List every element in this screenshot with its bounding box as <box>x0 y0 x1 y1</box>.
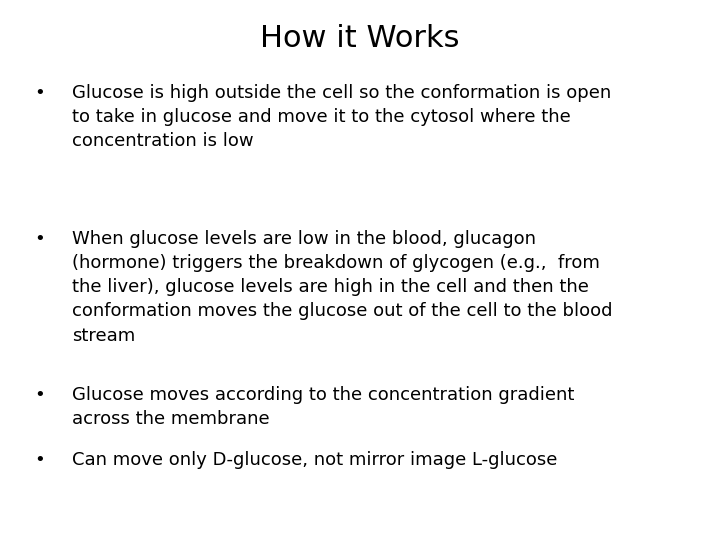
Text: How it Works: How it Works <box>260 24 460 53</box>
Text: •: • <box>35 386 45 404</box>
Text: Glucose moves according to the concentration gradient
across the membrane: Glucose moves according to the concentra… <box>72 386 575 428</box>
Text: •: • <box>35 84 45 102</box>
Text: When glucose levels are low in the blood, glucagon
(hormone) triggers the breakd: When glucose levels are low in the blood… <box>72 230 613 345</box>
Text: •: • <box>35 451 45 469</box>
Text: Glucose is high outside the cell so the conformation is open
to take in glucose : Glucose is high outside the cell so the … <box>72 84 611 150</box>
Text: Can move only D-glucose, not mirror image L-glucose: Can move only D-glucose, not mirror imag… <box>72 451 557 469</box>
Text: •: • <box>35 230 45 247</box>
